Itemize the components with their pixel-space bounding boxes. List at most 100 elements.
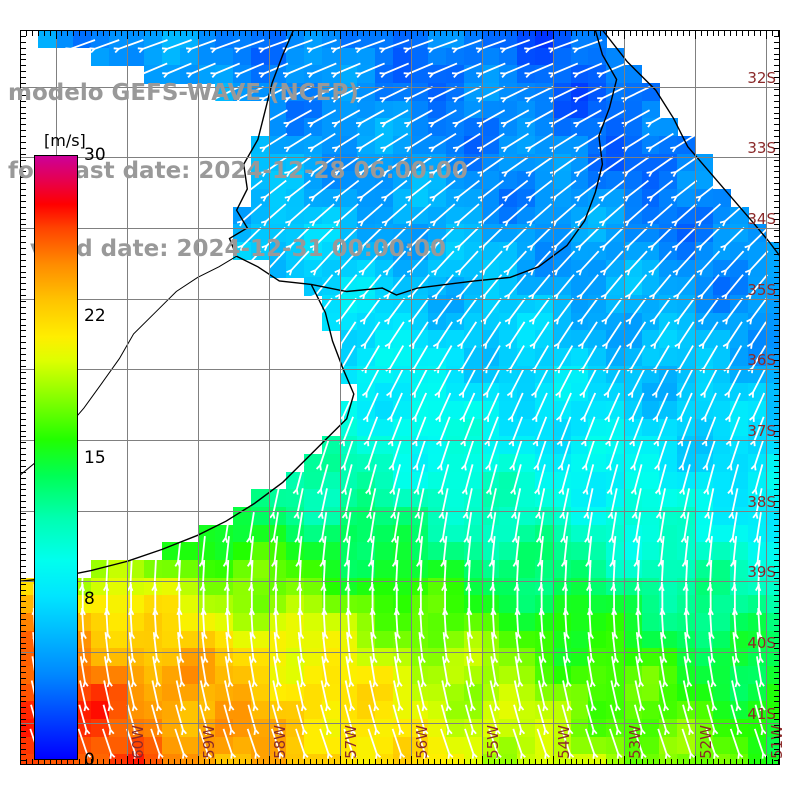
tick-bottom	[262, 759, 264, 765]
data-cell	[499, 30, 518, 49]
tick-left	[20, 206, 26, 208]
tick-bottom	[168, 759, 169, 765]
data-cell	[357, 277, 376, 296]
data-cell	[339, 471, 358, 490]
tick-bottom	[440, 759, 442, 765]
tick-top	[85, 30, 87, 36]
tick-right	[774, 707, 780, 709]
tick-left	[20, 348, 26, 349]
tick-left	[20, 630, 26, 632]
data-cell	[517, 206, 536, 225]
data-cell	[162, 577, 181, 596]
data-cell	[748, 542, 767, 561]
data-cell	[748, 224, 767, 243]
data-cell	[321, 577, 341, 596]
tick-top	[292, 30, 294, 36]
data-cell	[712, 595, 731, 614]
data-cell	[535, 259, 554, 278]
tick-top	[570, 30, 572, 36]
data-cell	[375, 189, 394, 208]
data-cell	[748, 630, 767, 649]
tick-top	[262, 30, 264, 36]
data-cell	[712, 471, 731, 490]
tick-left	[20, 536, 26, 538]
data-cell	[304, 666, 323, 685]
data-cell	[375, 471, 394, 490]
tick-right	[774, 353, 780, 355]
latitude-label: 40S	[747, 633, 776, 652]
data-cell	[748, 242, 767, 261]
data-cell	[286, 754, 305, 765]
data-cell	[250, 630, 270, 649]
map-plot-area[interactable]	[20, 30, 780, 765]
data-cell	[517, 471, 536, 490]
data-cell	[304, 30, 323, 49]
tick-top	[375, 30, 377, 36]
tick-top	[120, 30, 122, 36]
tick-bottom	[327, 759, 329, 765]
data-cell	[499, 542, 518, 561]
data-cell	[677, 666, 696, 685]
tick-bottom	[102, 759, 104, 765]
latitude-label: 36S	[747, 351, 776, 370]
tick-right	[774, 748, 780, 750]
data-cell	[499, 595, 518, 614]
data-cell	[463, 100, 483, 119]
data-cell	[606, 118, 625, 137]
data-cell	[250, 560, 270, 579]
tick-right	[774, 383, 780, 385]
tick-top	[79, 30, 81, 36]
data-cell	[197, 736, 216, 755]
data-cell	[179, 736, 199, 755]
data-cell	[765, 560, 780, 579]
tick-top	[446, 30, 448, 36]
data-cell	[321, 524, 341, 543]
data-cell	[659, 454, 678, 473]
data-cell	[321, 542, 341, 561]
tick-top	[469, 30, 471, 36]
tick-right	[774, 660, 780, 662]
data-cell	[357, 100, 376, 119]
data-cell	[233, 47, 252, 66]
data-cell	[623, 754, 643, 765]
data-cell	[517, 454, 536, 473]
data-cell	[517, 683, 536, 702]
tick-left	[20, 548, 26, 550]
tick-bottom	[724, 759, 726, 765]
tick-bottom	[481, 756, 483, 765]
data-cell	[428, 736, 447, 755]
data-cell	[641, 524, 660, 543]
tick-right	[774, 212, 780, 214]
data-cell	[91, 630, 110, 649]
tick-bottom	[126, 756, 128, 765]
data-cell	[215, 560, 234, 579]
data-cell	[588, 524, 607, 543]
data-cell	[304, 577, 323, 596]
tick-right	[774, 159, 780, 161]
data-cell	[712, 577, 731, 596]
tick-top	[452, 30, 454, 36]
data-cell	[321, 754, 341, 765]
tick-right	[774, 189, 780, 190]
data-cell	[535, 754, 554, 765]
data-cell	[375, 47, 394, 66]
tick-right	[774, 177, 780, 179]
tick-top	[475, 30, 477, 36]
tick-bottom	[310, 759, 311, 765]
tick-bottom	[108, 759, 110, 765]
data-cell	[499, 418, 518, 437]
data-cell	[108, 666, 128, 685]
data-cell	[481, 224, 501, 243]
data-cell	[463, 454, 483, 473]
data-cell	[588, 630, 607, 649]
data-cell	[694, 595, 714, 614]
data-cell	[321, 613, 341, 632]
data-cell	[499, 189, 518, 208]
tick-right	[774, 77, 780, 79]
data-cell	[659, 560, 678, 579]
data-cell	[392, 754, 412, 765]
tick-top	[191, 30, 193, 36]
tick-bottom	[381, 759, 383, 765]
tick-top	[606, 30, 607, 36]
data-cell	[91, 560, 110, 579]
